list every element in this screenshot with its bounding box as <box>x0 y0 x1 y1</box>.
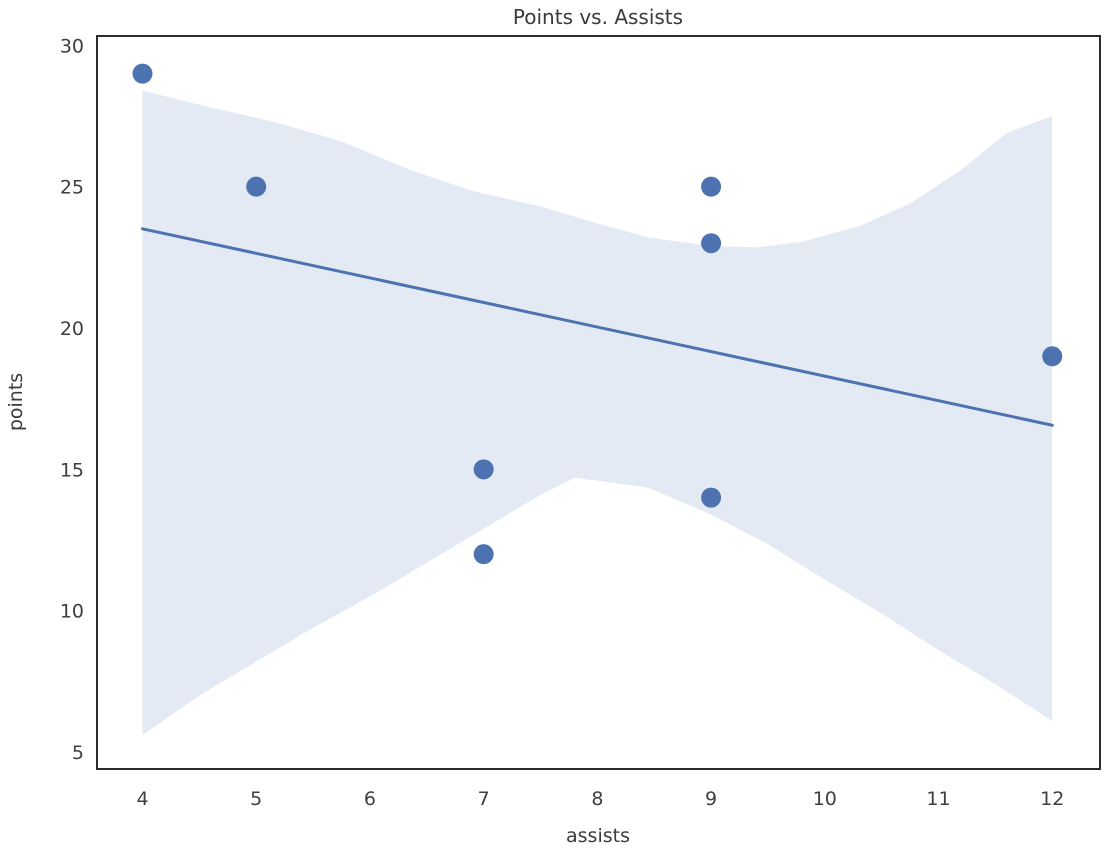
x-tick-label: 5 <box>250 788 262 810</box>
y-tick-label: 5 <box>72 742 84 764</box>
x-tick-label: 10 <box>813 788 837 810</box>
x-tick-label: 8 <box>591 788 603 810</box>
data-point <box>246 176 267 197</box>
y-tick-label: 20 <box>60 318 84 340</box>
y-tick-label: 15 <box>60 459 84 481</box>
data-point <box>473 544 494 565</box>
x-tick-label: 9 <box>705 788 717 810</box>
regression-line <box>140 227 1054 427</box>
axes-frame <box>96 35 1101 770</box>
x-tick-label: 6 <box>364 788 376 810</box>
x-tick-label: 11 <box>926 788 950 810</box>
x-axis-label: assists <box>566 825 630 847</box>
scatter-points <box>132 63 1063 565</box>
y-axis-label: points <box>5 373 27 431</box>
x-tick-label: 7 <box>478 788 490 810</box>
confidence-band <box>142 90 1053 736</box>
data-point <box>473 459 494 480</box>
x-tick-label: 4 <box>136 788 148 810</box>
data-point <box>701 487 722 508</box>
data-point <box>701 233 722 254</box>
y-axis-tick-labels: 5 10 15 20 25 30 <box>60 35 84 764</box>
x-axis-tick-labels: 4 5 6 7 8 9 10 11 12 <box>136 788 1064 810</box>
x-tick-label: 12 <box>1040 788 1064 810</box>
y-tick-label: 10 <box>60 601 84 623</box>
y-tick-label: 25 <box>60 177 84 199</box>
data-point <box>132 63 153 84</box>
chart-title: Points vs. Assists <box>513 5 683 29</box>
data-point <box>1042 346 1063 367</box>
y-tick-label: 30 <box>60 35 84 57</box>
data-point <box>701 176 722 197</box>
